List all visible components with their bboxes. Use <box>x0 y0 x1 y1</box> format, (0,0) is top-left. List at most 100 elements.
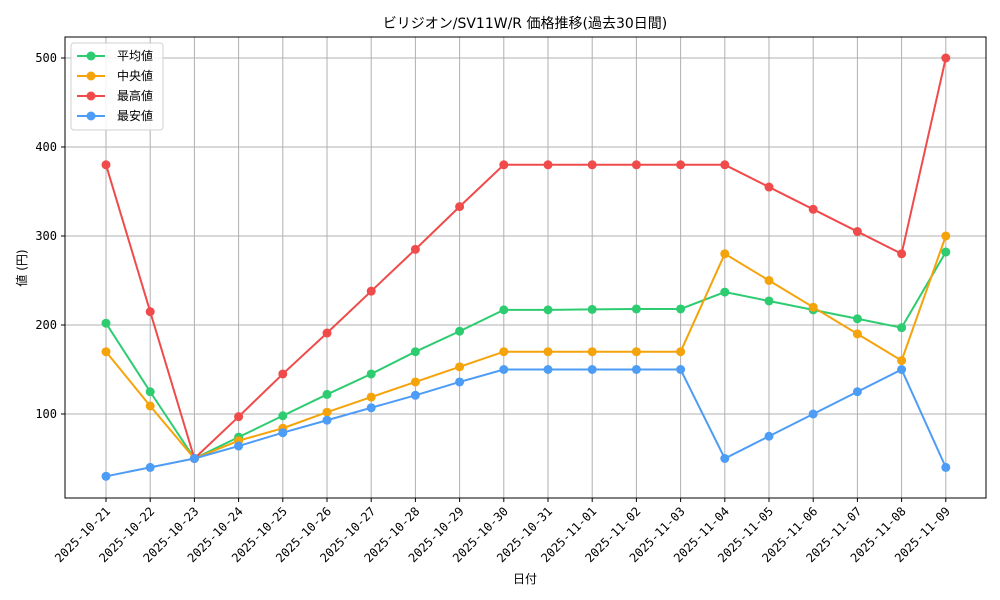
legend-item-min: 最安値 <box>77 108 153 123</box>
data-point <box>278 369 288 379</box>
data-point <box>410 377 420 387</box>
data-point <box>366 286 376 296</box>
data-point <box>676 304 686 314</box>
data-point <box>587 160 597 170</box>
data-point <box>720 160 730 170</box>
data-point <box>587 304 597 314</box>
data-point <box>455 326 465 336</box>
data-point <box>145 401 155 411</box>
data-point <box>410 347 420 357</box>
data-point <box>720 454 730 463</box>
data-point <box>897 249 907 259</box>
data-point <box>499 347 509 357</box>
data-point <box>322 407 332 417</box>
y-tick-label: 500 <box>35 51 57 65</box>
legend-marker-icon <box>86 51 96 61</box>
data-point <box>852 387 862 397</box>
data-point <box>764 296 774 306</box>
y-tick-label: 400 <box>35 140 57 154</box>
data-point <box>676 365 686 374</box>
series-line <box>101 231 951 463</box>
svg-text:平均値: 平均値 <box>117 48 153 63</box>
data-point <box>631 365 641 374</box>
data-point <box>234 441 244 451</box>
data-point <box>852 227 862 237</box>
data-point <box>808 302 818 312</box>
legend: 平均値 中央値 最高値 最安値 <box>70 42 164 131</box>
data-point <box>543 347 553 357</box>
data-point <box>322 415 332 425</box>
data-point <box>897 356 907 366</box>
data-point <box>808 204 818 214</box>
series-line <box>101 247 951 463</box>
legend-frame <box>70 42 164 131</box>
data-point <box>764 276 774 285</box>
data-point <box>631 304 641 314</box>
svg-text:中央値: 中央値 <box>117 68 153 83</box>
data-point <box>366 369 376 379</box>
legend-marker-icon <box>86 91 96 101</box>
data-point <box>897 365 907 374</box>
data-point <box>543 160 553 170</box>
data-point <box>631 160 641 170</box>
data-point <box>410 390 420 400</box>
legend-item-max: 最高値 <box>77 88 153 103</box>
data-point <box>278 411 288 421</box>
data-point <box>764 431 774 441</box>
data-point <box>145 307 155 317</box>
svg-text:最高値: 最高値 <box>117 88 153 103</box>
data-point <box>852 314 862 324</box>
y-tick-label: 300 <box>35 229 57 243</box>
data-point <box>366 392 376 402</box>
data-point <box>145 387 155 397</box>
chart-title: ビリジオン/SV11W/R 価格推移(過去30日間) <box>383 16 667 32</box>
data-point <box>189 454 199 463</box>
data-point <box>587 365 597 374</box>
data-point <box>499 160 509 170</box>
data-point <box>941 462 951 472</box>
data-point <box>764 182 774 192</box>
y-tick-label: 200 <box>35 318 57 332</box>
data-point <box>455 202 465 212</box>
data-point <box>676 160 686 170</box>
series-line <box>101 53 951 463</box>
data-point <box>676 347 686 357</box>
data-point <box>455 377 465 387</box>
data-point <box>278 428 288 438</box>
legend-item-median: 中央値 <box>77 68 153 83</box>
data-point <box>941 53 951 63</box>
data-point <box>587 347 597 357</box>
data-point <box>897 323 907 333</box>
series-line <box>101 365 951 481</box>
x-axis-ticks: 2025-10-212025-10-222025-10-232025-10-24… <box>52 498 953 565</box>
x-axis-label: 日付 <box>513 572 537 586</box>
data-point <box>322 328 332 338</box>
y-axis-label: 値 (円) <box>14 249 29 286</box>
legend-item-average: 平均値 <box>77 48 153 63</box>
data-point <box>631 347 641 357</box>
data-point <box>941 247 951 257</box>
data-point <box>720 287 730 297</box>
data-series <box>101 53 951 481</box>
data-point <box>101 160 111 170</box>
data-point <box>101 318 111 328</box>
data-point <box>808 409 818 419</box>
data-point <box>543 305 553 315</box>
data-point <box>499 305 509 315</box>
data-point <box>234 412 244 422</box>
grid-lines <box>65 37 986 498</box>
data-point <box>366 403 376 413</box>
data-point <box>941 231 951 241</box>
data-point <box>145 462 155 472</box>
data-point <box>720 249 730 259</box>
legend-marker-icon <box>86 71 96 81</box>
y-axis-ticks: 100 200 300 400 500 <box>35 51 65 421</box>
data-point <box>543 365 553 374</box>
svg-text:最安値: 最安値 <box>117 108 153 123</box>
data-point <box>499 365 509 374</box>
legend-marker-icon <box>86 111 96 121</box>
y-tick-label: 100 <box>35 407 57 421</box>
data-point <box>101 471 111 481</box>
data-point <box>322 389 332 399</box>
